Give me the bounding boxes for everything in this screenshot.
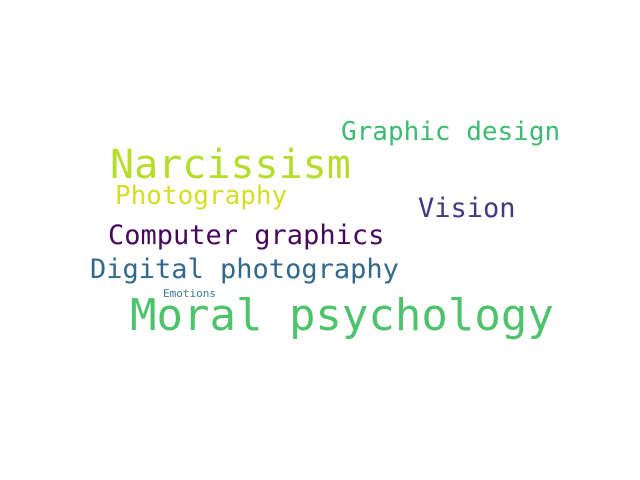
word-digital-photography: Digital photography — [90, 254, 399, 285]
word-moral-psychology: Moral psychology — [130, 290, 554, 341]
word-emotions: Emotions — [163, 287, 216, 300]
word-photography: Photography — [115, 181, 288, 211]
word-narcissism: Narcissism — [110, 142, 351, 188]
word-vision: Vision — [418, 193, 516, 224]
word-computer-graphics: Computer graphics — [108, 220, 385, 251]
word-graphic-design: Graphic design — [341, 117, 561, 147]
